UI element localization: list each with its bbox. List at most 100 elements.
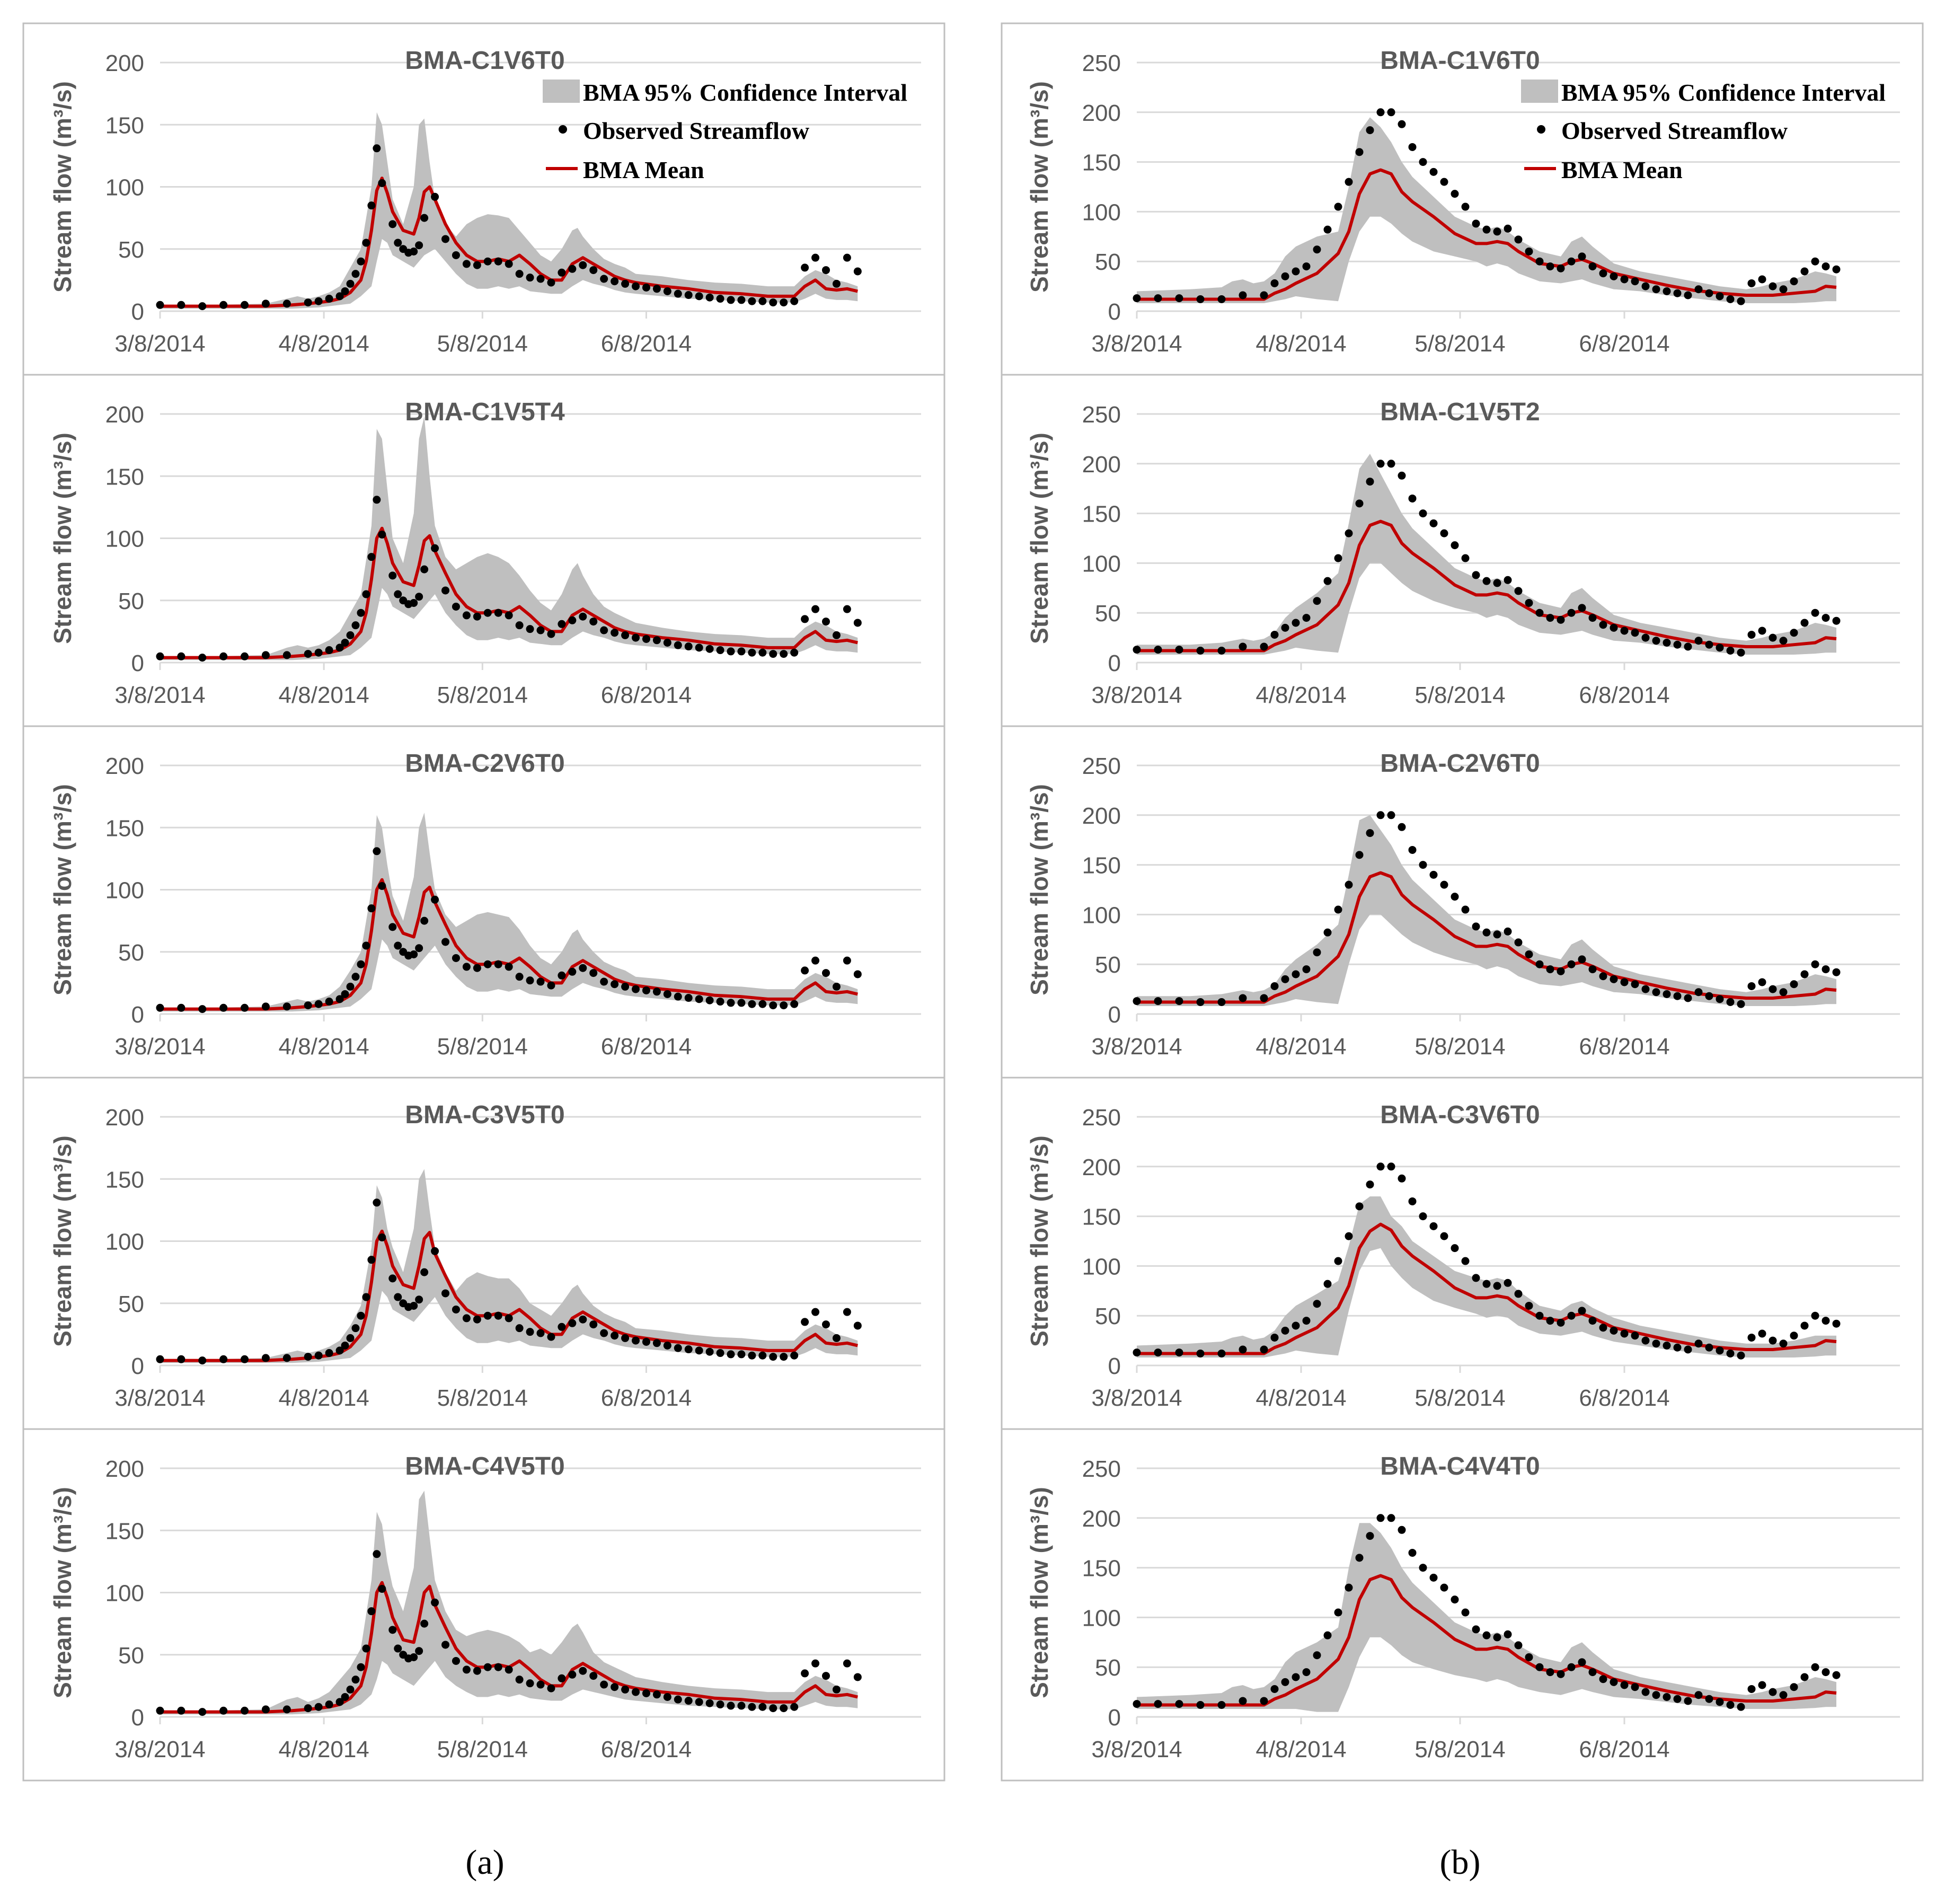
y-tick-label: 0 [131,299,144,325]
observed-point [420,214,429,222]
observed-point [351,1324,360,1333]
observed-point [1758,275,1766,284]
observed-point [790,648,799,657]
y-axis-label: Stream flow (m³/s) [49,1487,76,1698]
observed-point [1800,267,1809,276]
observed-point [695,995,703,1003]
observed-point [1281,975,1289,983]
observed-point [737,999,746,1007]
observed-point [1270,1685,1279,1693]
observed-point [621,631,630,639]
observed-point [790,297,799,305]
observed-point [431,192,439,201]
observed-point [373,144,381,153]
observed-point [1811,257,1819,266]
observed-point [1472,1625,1480,1634]
observed-point [1482,577,1491,585]
observed-point [357,609,365,617]
observed-point [769,1704,777,1713]
observed-point [1811,609,1819,617]
observed-point [1779,637,1788,645]
observed-point [589,618,598,626]
panel-label-b: (b) [1440,1843,1481,1882]
x-tick-label: 5/8/2014 [437,1034,528,1060]
observed-point [241,301,249,309]
observed-point [737,1702,746,1710]
observed-point [505,260,513,268]
observed-point [241,1706,249,1715]
observed-point [822,969,830,977]
observed-point [394,1293,402,1301]
observed-point [1451,893,1459,901]
y-tick-label: 50 [1095,1655,1121,1681]
observed-point [473,964,481,972]
observed-point [558,1674,566,1682]
observed-point [1578,955,1586,964]
observed-point [1747,1333,1756,1342]
observed-point [1610,623,1618,632]
bma-mean-line [1137,1574,1837,1707]
observed-point [1239,994,1247,1002]
observed-point [156,1706,164,1715]
observed-point [1366,126,1374,135]
ci-band [1137,1196,1836,1358]
observed-point [1684,291,1692,299]
observed-point [705,996,714,1004]
observed-point [357,1663,365,1671]
x-tick-label: 6/8/2014 [1579,1385,1669,1411]
legend-ci-swatch [1521,80,1558,103]
observed-point [822,266,830,275]
observed-point [1535,257,1544,266]
observed-point [1196,646,1205,655]
observed-point [314,1351,323,1360]
observed-point [611,277,619,286]
observed-point [415,593,423,601]
observed-point [362,941,370,950]
observed-point [811,956,820,965]
observed-point [705,1699,714,1707]
y-tick-label: 50 [118,588,144,614]
panel-label-a: (a) [465,1843,504,1882]
observed-point [515,973,524,981]
observed-point [536,626,545,634]
observed-point [1440,1232,1448,1240]
observed-point [1302,262,1311,271]
observed-point [1376,1514,1385,1522]
observed-point [282,299,291,308]
chart-panel-b-4: 0 50 100 150 200 250 3/8/2014 4/8/2014 5/8/2014 6… [1001,1077,1924,1430]
observed-point [727,999,735,1007]
observed-point [1472,1274,1480,1282]
observed-point [367,904,376,913]
observed-point [526,976,534,985]
y-tick-label: 150 [105,1167,144,1193]
observed-point [737,1350,746,1359]
observed-point [1779,1339,1788,1348]
x-tick-label: 3/8/2014 [1091,331,1182,357]
observed-point [388,571,397,580]
observed-point [536,977,545,986]
observed-point [853,1673,862,1681]
x-tick-label: 5/8/2014 [437,682,528,708]
observed-point [325,646,333,655]
observed-point [1217,998,1226,1006]
observed-point [378,530,386,539]
observed-point [1302,614,1311,622]
observed-point [420,1619,429,1628]
observed-point [1535,609,1544,617]
observed-point [1716,644,1724,652]
observed-point [1196,295,1205,303]
observed-point [652,1339,661,1347]
observed-point [642,1689,650,1697]
observed-point [801,1669,809,1678]
observed-point [483,960,492,968]
observed-point [1599,621,1607,629]
observed-point [373,1550,381,1558]
observed-point [727,647,735,656]
observed-point [1260,994,1268,1002]
x-tick-label: 4/8/2014 [278,331,369,357]
observed-point [600,626,608,634]
observed-point [758,648,767,657]
observed-point [1535,1311,1544,1320]
observed-point [441,235,449,243]
observed-point [1620,1329,1629,1338]
